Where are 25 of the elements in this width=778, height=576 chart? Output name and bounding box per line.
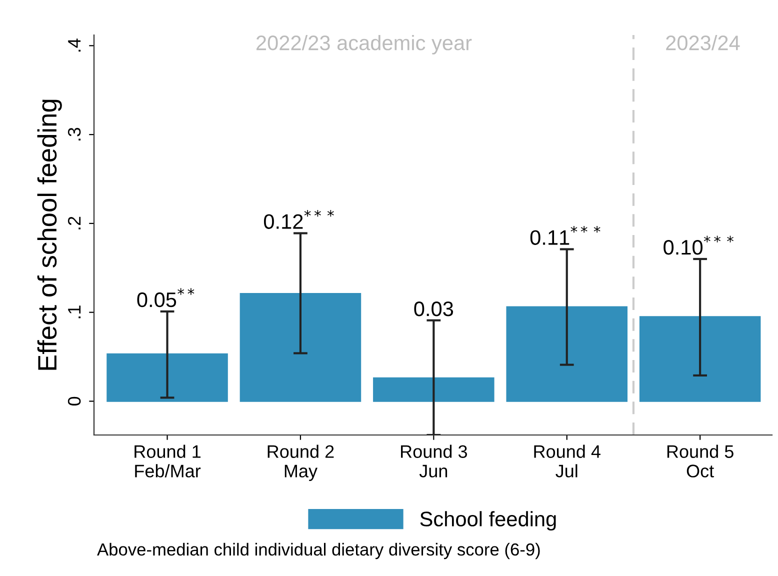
y-tick-label: 0 (68, 396, 81, 406)
bar (240, 292, 362, 402)
text: Above-median child individual dietary diversity score (6-9) (97, 542, 540, 560)
y-tick-label: .4 (68, 38, 81, 52)
x-tick-label: Round 1 Feb/Mar (134, 444, 201, 478)
annotation: 2022/23 academic year (256, 35, 472, 54)
y-tick-label: .2 (68, 216, 81, 230)
bar (106, 353, 228, 402)
data-label: 0.12$^{***}$ (264, 210, 334, 229)
data-label: 0.05$^{**}$ (137, 288, 194, 308)
y-tick-label: .3 (68, 128, 81, 140)
data-label: 0.03 (414, 301, 454, 316)
bar (639, 316, 761, 402)
x-tick-label: Round 5 Oct (667, 444, 734, 478)
x-tick-label: Round 2 May (268, 444, 334, 481)
annotation: 2023/24 (666, 35, 740, 50)
x-tick-label: Round 3 Jun (401, 444, 468, 478)
y-tick-label: .1 (68, 306, 81, 318)
legend-label: School feeding (420, 511, 556, 531)
bar (373, 377, 494, 402)
data-label: 0.11$^{***}$ (530, 226, 600, 245)
data-label: 0.10$^{***}$ (664, 236, 734, 255)
x-tick-label: Round 4 Jul (534, 444, 600, 478)
bar (506, 306, 628, 402)
y-axis-title: Effect of school feeding (37, 100, 62, 370)
